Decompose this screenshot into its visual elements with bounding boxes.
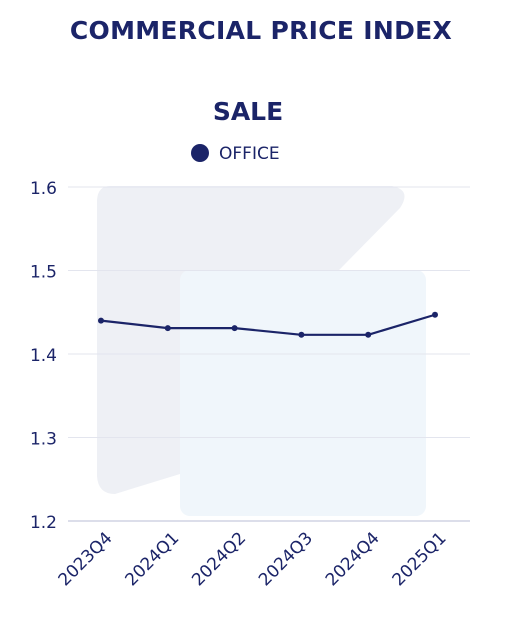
legend-label-office: OFFICE [219, 144, 280, 164]
chart-title: SALE [213, 97, 283, 126]
data-point-office [432, 311, 438, 318]
y-axis-ticks: 1.2 1.3 1.4 1.5 1.6 [30, 179, 57, 533]
data-point-office [298, 331, 305, 338]
x-tick-label: 2025Q1 [389, 528, 451, 590]
y-tick-label: 1.6 [30, 179, 57, 199]
x-tick-label: 2024Q1 [121, 528, 183, 590]
legend-marker-office [191, 144, 209, 162]
x-tick-label: 2023Q4 [55, 528, 117, 590]
grid-lines [68, 186, 470, 522]
page-title: COMMERCIAL PRICE INDEX [69, 16, 453, 45]
y-tick-label: 1.5 [30, 263, 57, 283]
legend[interactable]: OFFICE [191, 144, 280, 164]
series-line-office [100, 313, 436, 336]
y-tick-label: 1.2 [30, 513, 57, 533]
watermark-logo-front-shape [180, 270, 426, 516]
y-tick-label: 1.3 [30, 430, 57, 450]
x-tick-label: 2024Q3 [255, 528, 317, 590]
data-point-office [164, 325, 171, 332]
data-point-office [231, 325, 238, 332]
series-office [98, 311, 438, 338]
data-point-office [98, 317, 104, 324]
y-tick-label: 1.4 [30, 346, 57, 366]
x-axis-ticks: 2023Q4 2024Q1 2024Q2 2024Q3 2024Q4 2025Q1 [55, 528, 451, 590]
data-point-office [365, 331, 372, 338]
x-tick-label: 2024Q4 [322, 528, 384, 590]
watermark-logo [97, 186, 426, 516]
x-tick-label: 2024Q2 [188, 528, 250, 590]
